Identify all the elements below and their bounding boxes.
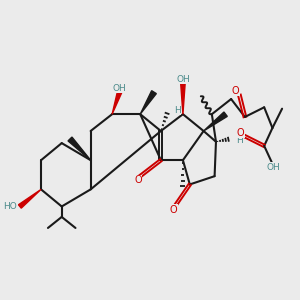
Text: H: H — [236, 136, 243, 145]
Text: HO: HO — [3, 202, 16, 211]
Text: H: H — [174, 106, 181, 115]
Text: OH: OH — [176, 75, 190, 84]
Text: O: O — [237, 128, 244, 138]
Polygon shape — [68, 137, 91, 160]
Text: OH: OH — [267, 163, 281, 172]
Text: O: O — [231, 86, 239, 96]
Polygon shape — [204, 112, 227, 131]
Polygon shape — [181, 84, 185, 114]
Text: OH: OH — [113, 83, 126, 92]
Polygon shape — [19, 189, 41, 208]
Text: O: O — [169, 205, 177, 215]
Polygon shape — [112, 92, 122, 114]
Text: O: O — [134, 175, 142, 185]
Polygon shape — [140, 91, 156, 114]
